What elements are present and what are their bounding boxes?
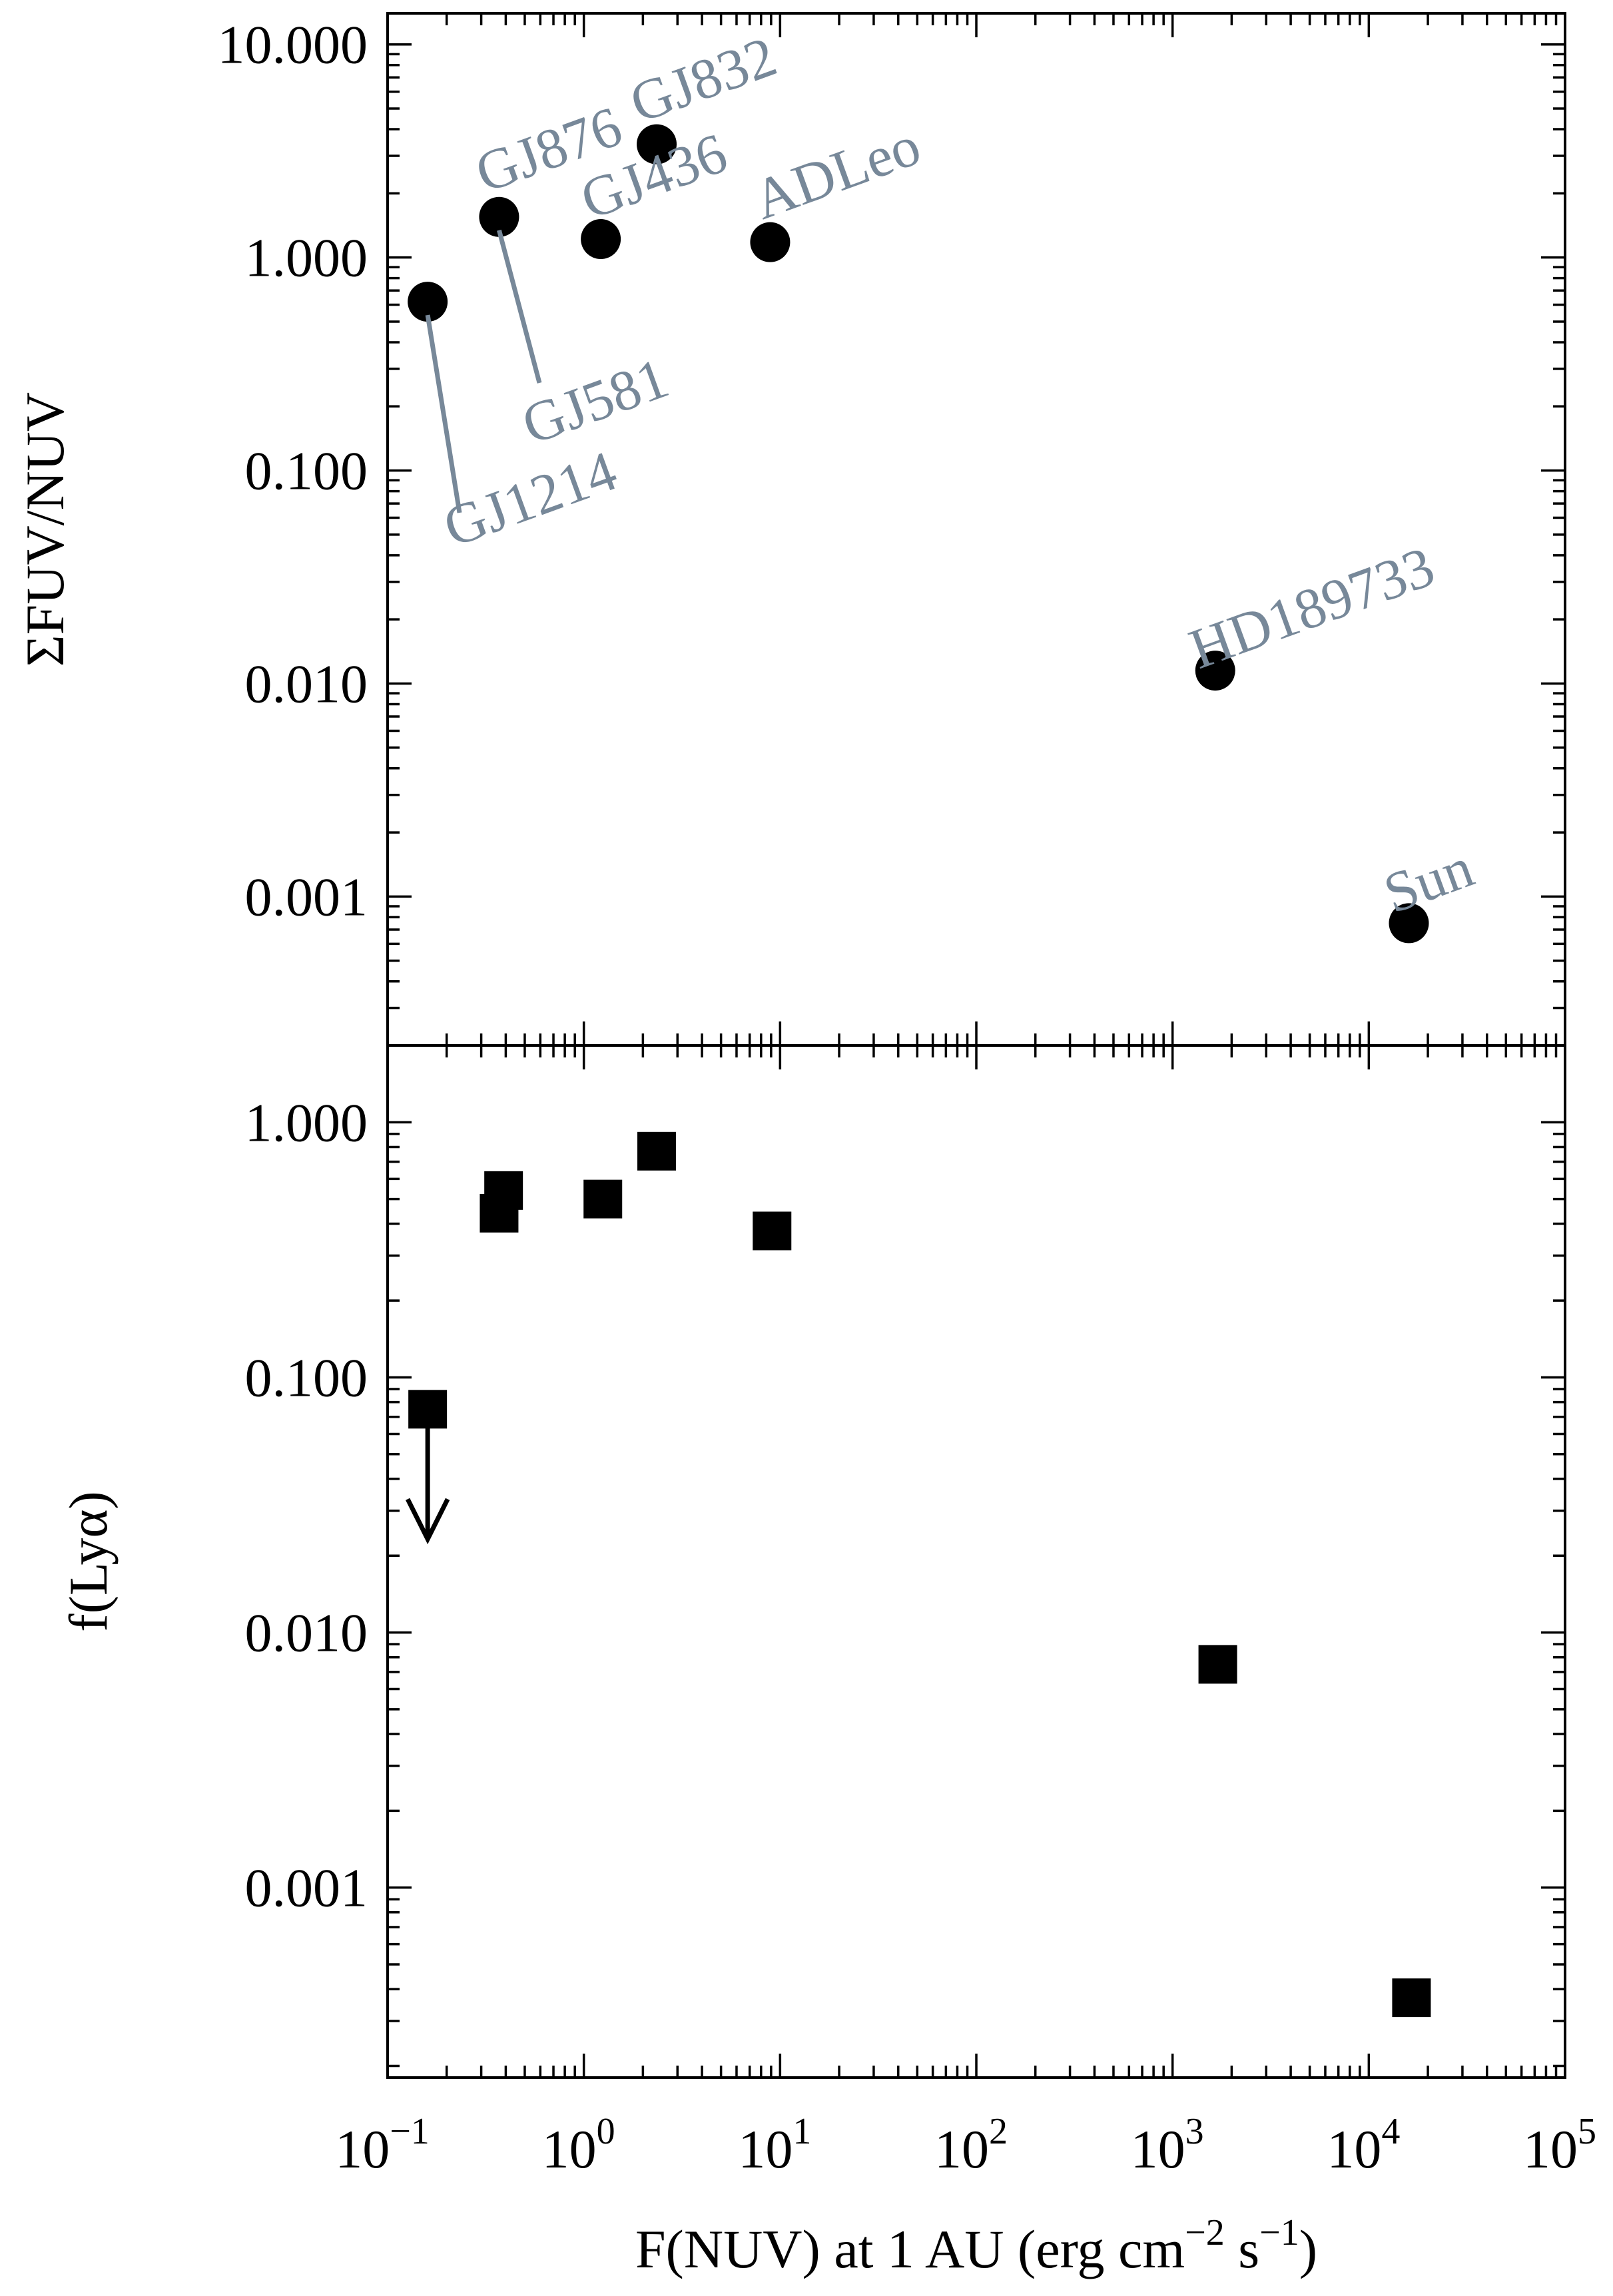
x-tick-label: 100 <box>542 2111 615 2179</box>
point-label: ADLeo <box>745 113 928 231</box>
data-point-square <box>1392 1978 1431 2018</box>
y-tick-label: 10.000 <box>218 15 368 75</box>
x-tick-label: 102 <box>934 2111 1008 2179</box>
bottom-panel: 1.000 0.100 0.010 0.001 10−1 100 101 102 103 104 1… <box>245 1044 1596 2179</box>
leader-line <box>497 229 542 384</box>
point-label: GJ1214 <box>436 438 625 559</box>
x-tick-label: 105 <box>1523 2111 1596 2179</box>
y-tick-label: 0.010 <box>245 653 368 714</box>
point-label: Sun <box>1376 835 1482 926</box>
plot-frame <box>386 1044 1566 2079</box>
data-point-square <box>637 1131 677 1171</box>
y-tick-label: 0.001 <box>245 1858 368 1918</box>
y-tick-label: 0.001 <box>245 866 368 927</box>
y-axis-title-top: ΣFUV/NUV <box>15 392 75 667</box>
x-tick-label: 104 <box>1327 2111 1400 2179</box>
x-tick-label: 10−1 <box>335 2111 430 2179</box>
point-label: GJ832 <box>622 24 785 135</box>
data-point-square <box>583 1179 623 1219</box>
point-label: GJ581 <box>514 346 677 457</box>
y-tick-label: 0.010 <box>245 1603 368 1663</box>
y-tick-label: 0.100 <box>245 441 368 501</box>
axis-titles: ΣFUV/NUV f(Lyα) F(NUV) at 1 AU (erg cm−2 s… <box>15 392 1317 2279</box>
data-point-circle <box>750 222 791 262</box>
data-point-square <box>484 1171 523 1210</box>
data-point-circle <box>1389 903 1429 944</box>
top-series-circles <box>408 124 1429 944</box>
x-tick-label: 103 <box>1131 2111 1204 2179</box>
y-axis-title-bottom: f(Lyα) <box>58 1491 119 1631</box>
data-point-square <box>1198 1645 1237 1684</box>
data-point-circle <box>581 219 621 260</box>
x-tick-label: 101 <box>738 2111 811 2179</box>
top-panel: 10.000 1.000 0.100 0.010 0.001 <box>218 12 1566 1047</box>
top-point-labels: GJ1214GJ876GJ581GJ436GJ832ADLeoHD189733S… <box>425 24 1482 926</box>
data-point-square <box>753 1211 792 1251</box>
point-label: HD189733 <box>1181 534 1443 681</box>
upper-limit-arrow-head <box>406 1498 450 1545</box>
data-point-circle <box>479 196 519 237</box>
data-point-circle <box>408 282 448 322</box>
bottom-series-squares <box>406 1131 1431 2018</box>
y-tick-label: 1.000 <box>245 228 368 288</box>
leader-line <box>425 314 462 513</box>
data-point-circle <box>1195 651 1235 691</box>
data-point-circle <box>637 124 677 164</box>
x-axis-title: F(NUV) at 1 AU (erg cm−2 s−1) <box>635 2212 1317 2279</box>
y-tick-label: 0.100 <box>245 1347 368 1408</box>
y-tick-label: 1.000 <box>245 1092 368 1153</box>
